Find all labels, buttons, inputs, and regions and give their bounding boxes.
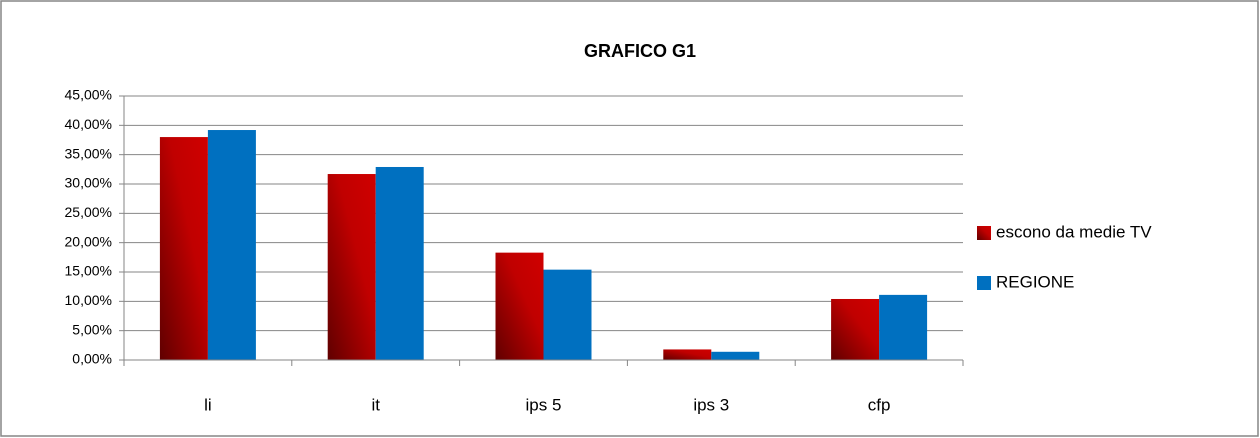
legend-label: escono da medie TV [996, 222, 1152, 241]
y-tick-label: 30,00% [65, 175, 112, 191]
y-tick-label: 0,00% [72, 351, 112, 367]
y-tick-label: 20,00% [65, 233, 112, 249]
x-tick-label: li [204, 395, 212, 414]
x-tick-label: ips 5 [526, 395, 562, 414]
x-tick-label: cfp [868, 395, 891, 414]
bar [495, 252, 544, 360]
x-tick-label: ips 3 [693, 395, 729, 414]
chart-title: GRAFICO G1 [584, 41, 696, 61]
y-tick-label: 40,00% [65, 116, 112, 132]
y-tick-label: 25,00% [65, 204, 112, 220]
bar [831, 298, 880, 360]
x-tick-label: it [371, 395, 380, 414]
bar [207, 130, 256, 360]
legend-label: REGIONE [996, 272, 1074, 291]
y-tick-label: 5,00% [72, 321, 112, 337]
y-tick-label: 15,00% [65, 263, 112, 279]
bar [375, 166, 424, 360]
y-tick-label: 35,00% [65, 145, 112, 161]
y-tick-label: 45,00% [65, 87, 112, 103]
bar [711, 351, 760, 360]
bar [879, 294, 928, 360]
legend-swatch [977, 276, 991, 290]
y-tick-label: 10,00% [65, 292, 112, 308]
legend-swatch [977, 226, 991, 240]
bar [663, 349, 712, 360]
bar [327, 174, 376, 360]
bar [159, 137, 208, 360]
bar [543, 269, 592, 360]
